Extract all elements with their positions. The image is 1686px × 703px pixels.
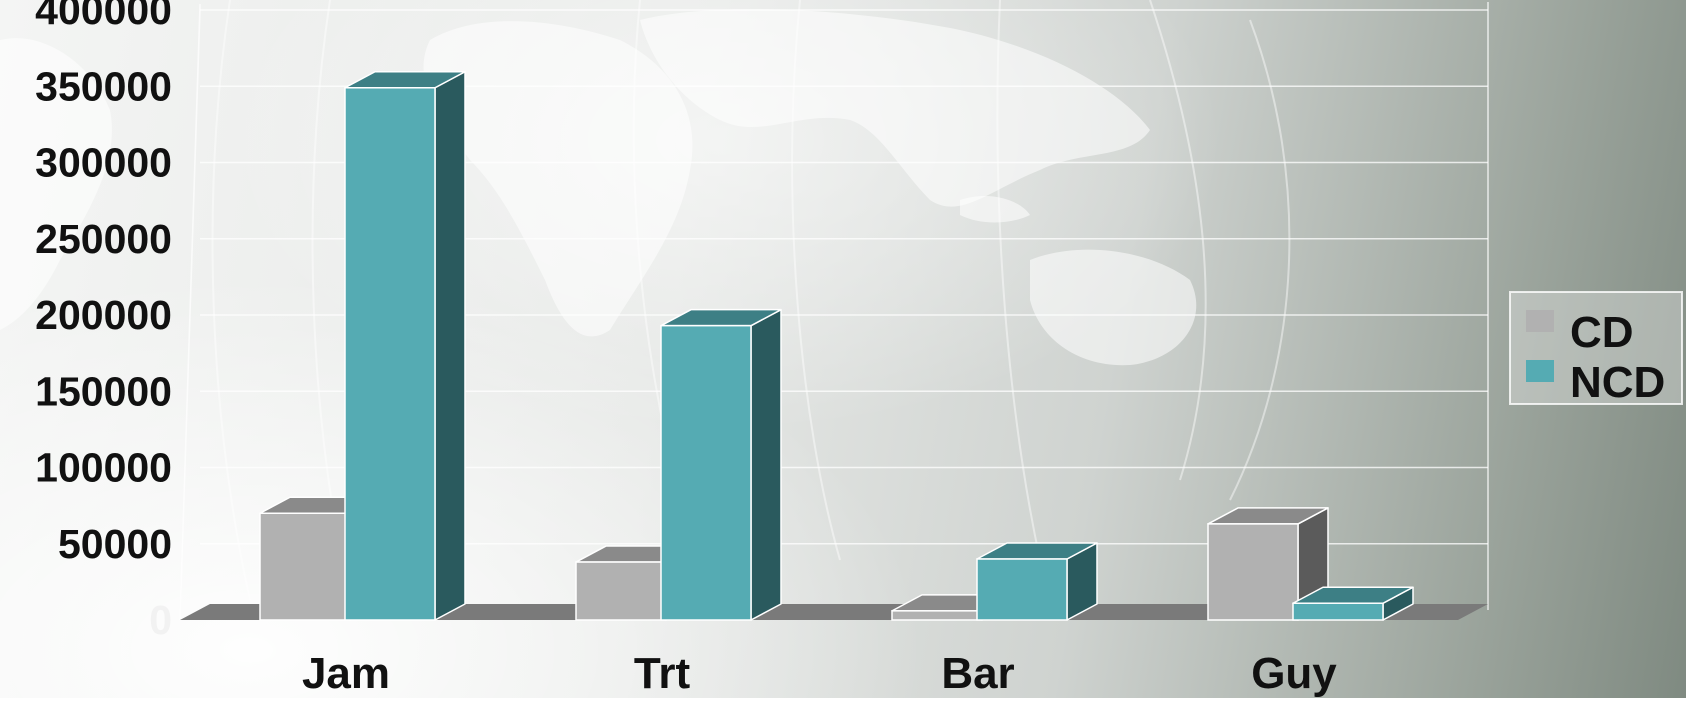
chart-floor	[180, 604, 1488, 620]
x-tick-label-bar: Bar	[941, 649, 1014, 698]
bar-ncd-bar	[976, 558, 1068, 621]
map-meridian	[1149, 0, 1207, 481]
y-axis-ticks: 0 50000 100000 150000 200000 250000 300000 3500…	[35, 0, 172, 643]
map-landmass-islands	[960, 195, 1030, 223]
bar-ncd-jam	[344, 87, 436, 621]
y-tick-label-0: 0	[149, 597, 172, 643]
chart-side-wall	[179, 3, 201, 621]
x-tick-label-guy: Guy	[1251, 649, 1337, 698]
bar-cd-trt	[575, 561, 667, 621]
floor-plane	[180, 604, 1488, 620]
bar-cd-bar	[891, 610, 983, 621]
y-tick-label-8: 400000	[35, 0, 172, 33]
y-tick-label-1: 50000	[58, 521, 172, 567]
bar-side-ncd-trt	[750, 308, 782, 621]
bars	[259, 71, 1414, 621]
bar-ncd-trt	[660, 324, 752, 621]
x-tick-label-trt: Trt	[634, 649, 691, 698]
x-tick-label-jam: Jam	[302, 649, 390, 698]
legend-label-ncd: NCD	[1570, 358, 1665, 407]
y-tick-label-7: 350000	[35, 63, 172, 109]
y-tick-label-4: 200000	[35, 292, 172, 338]
bar-side-ncd-jam	[434, 71, 466, 621]
bar-cd-jam	[259, 512, 351, 621]
map-landmass-americas	[0, 38, 112, 330]
legend-swatch-cd	[1526, 310, 1554, 332]
bar-cd-guy	[1207, 523, 1299, 621]
map-landmass-australia	[1030, 249, 1197, 366]
x-axis-labels: Jam Trt Bar Guy	[302, 649, 1337, 698]
map-meridian	[211, 0, 251, 601]
y-tick-label-2: 100000	[35, 445, 172, 491]
map-landmass-africa	[423, 21, 693, 337]
legend-label-cd: CD	[1570, 308, 1634, 357]
legend-swatch-ncd	[1526, 360, 1554, 382]
y-tick-label-5: 250000	[35, 216, 172, 262]
y-tick-label-6: 300000	[35, 140, 172, 186]
bar-ncd-guy	[1292, 602, 1384, 621]
map-meridian	[791, 0, 841, 561]
map-meridian	[996, 0, 1041, 561]
map-landmass-asia	[640, 9, 1150, 207]
y-tick-label-3: 150000	[35, 368, 172, 414]
legend: CD NCD	[1509, 291, 1683, 407]
map-meridian	[1229, 19, 1291, 501]
